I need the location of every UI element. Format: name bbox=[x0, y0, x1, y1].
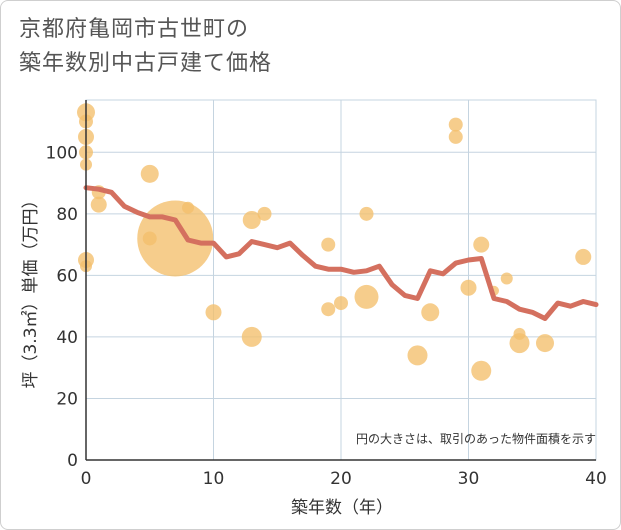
x-tick-label: 0 bbox=[81, 469, 92, 489]
bubble-point bbox=[448, 117, 463, 132]
x-tick-label: 10 bbox=[203, 469, 225, 489]
x-tick-label: 20 bbox=[330, 469, 352, 489]
y-tick-label: 80 bbox=[56, 205, 78, 225]
bubble-point bbox=[334, 296, 348, 311]
trend-line bbox=[83, 185, 599, 321]
bubble-point bbox=[509, 333, 530, 354]
bubble-point bbox=[421, 303, 440, 322]
x-tick-label: 30 bbox=[458, 469, 480, 489]
bubble-point bbox=[536, 334, 554, 353]
bubble-point bbox=[257, 206, 272, 221]
bubble-point bbox=[137, 200, 214, 277]
bubble-point bbox=[500, 272, 513, 285]
y-axis-title: 坪（3.3㎡）単価（万円） bbox=[21, 191, 41, 388]
chart-title: 京都府亀岡市古世町の 築年数別中古戸建て価格 bbox=[19, 13, 272, 81]
bubble-point bbox=[448, 129, 463, 144]
bubble-point bbox=[473, 236, 490, 253]
y-tick-label: 0 bbox=[67, 451, 78, 471]
x-axis-title: 築年数（年） bbox=[291, 498, 393, 518]
y-tick-label: 40 bbox=[56, 328, 78, 348]
bubble-point bbox=[321, 237, 336, 252]
bubble-point bbox=[182, 201, 194, 214]
y-tick-label: 20 bbox=[56, 389, 78, 409]
x-tick-label: 40 bbox=[585, 469, 607, 489]
title-line-2: 築年数別中古戸建て価格 bbox=[19, 51, 273, 76]
title-line-1: 京都府亀岡市古世町の bbox=[19, 17, 250, 42]
bubble-point bbox=[471, 360, 492, 381]
size-note: 円の大きさは、取引のあった物件面積を示す bbox=[356, 431, 596, 446]
bubble-point bbox=[359, 206, 374, 221]
bubble-point bbox=[321, 302, 336, 317]
grid-lines bbox=[85, 99, 597, 461]
bubble-point bbox=[407, 345, 428, 366]
bubble-point bbox=[241, 326, 262, 347]
axes: 0 10 20 30 40 0 20 40 60 80 100 bbox=[46, 100, 607, 489]
bubble-point bbox=[460, 279, 477, 296]
bubble-point bbox=[205, 304, 222, 321]
y-tick-label: 60 bbox=[56, 266, 78, 286]
bubble-point bbox=[140, 164, 159, 183]
bubble-point bbox=[354, 284, 379, 309]
bubble-point bbox=[242, 211, 261, 229]
bubble-point bbox=[575, 248, 592, 265]
bubble-point bbox=[90, 196, 107, 213]
y-tick-label: 100 bbox=[46, 143, 78, 163]
bubble-series bbox=[77, 103, 592, 381]
